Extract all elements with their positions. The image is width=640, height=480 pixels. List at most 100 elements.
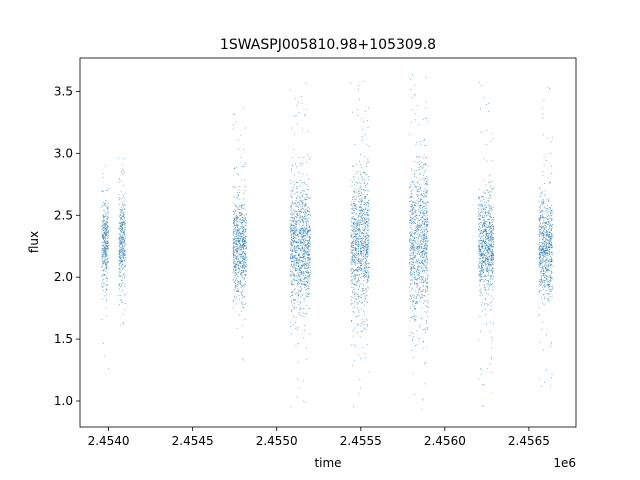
data-point: [241, 275, 243, 277]
data-point: [235, 238, 236, 240]
data-point: [242, 260, 244, 262]
data-point: [356, 224, 358, 225]
data-point: [414, 211, 416, 213]
data-point: [292, 277, 294, 279]
data-point: [413, 305, 415, 307]
data-point: [244, 190, 246, 191]
data-point: [233, 254, 234, 256]
data-point: [411, 244, 413, 246]
data-point: [122, 208, 124, 210]
data-point: [298, 247, 300, 249]
data-point: [415, 315, 417, 317]
data-point: [301, 260, 302, 262]
data-point: [306, 244, 308, 245]
data-point: [484, 225, 486, 227]
data-point: [122, 229, 123, 231]
data-point: [420, 262, 421, 264]
data-point: [362, 237, 364, 239]
data-point: [414, 307, 415, 309]
data-point: [426, 286, 428, 288]
data-point: [237, 260, 239, 262]
data-point: [353, 239, 355, 240]
data-point: [480, 268, 482, 269]
data-point: [298, 292, 300, 294]
data-point: [107, 227, 109, 229]
data-point: [410, 234, 411, 235]
data-point: [422, 221, 424, 222]
data-point: [354, 246, 356, 248]
data-point: [234, 218, 235, 220]
data-point: [304, 266, 306, 268]
data-point: [305, 288, 307, 290]
data-point: [367, 325, 368, 327]
data-point: [422, 291, 423, 293]
data-point: [300, 212, 302, 213]
data-point: [242, 272, 244, 273]
data-point: [487, 248, 489, 250]
data-point: [420, 233, 422, 235]
data-point: [299, 215, 301, 217]
data-point: [411, 240, 413, 241]
data-point: [298, 234, 299, 236]
data-point: [411, 193, 413, 194]
data-point: [298, 274, 300, 276]
data-point: [299, 209, 301, 211]
data-point: [423, 237, 425, 239]
data-point: [356, 303, 358, 305]
data-point: [480, 269, 482, 271]
data-point: [420, 199, 422, 201]
data-point: [483, 243, 485, 245]
data-point: [240, 157, 242, 158]
data-point: [106, 227, 107, 229]
data-point: [351, 208, 353, 210]
data-point: [419, 265, 421, 267]
data-point: [426, 288, 428, 289]
data-point: [418, 271, 419, 273]
data-point: [416, 296, 417, 298]
data-point: [307, 265, 309, 266]
data-point: [122, 261, 123, 263]
data-point: [411, 268, 412, 269]
data-point: [367, 277, 369, 279]
data-point: [303, 239, 305, 240]
data-point: [365, 249, 367, 251]
data-point: [298, 231, 300, 233]
data-point: [355, 239, 356, 241]
data-point: [419, 288, 421, 290]
data-point: [302, 294, 304, 296]
data-point: [352, 256, 354, 258]
data-point: [122, 256, 124, 257]
data-point: [359, 240, 361, 242]
data-point: [482, 231, 484, 233]
data-point: [240, 237, 242, 239]
data-point: [411, 181, 413, 182]
data-point: [105, 230, 107, 232]
data-point: [420, 194, 422, 196]
data-point: [411, 287, 413, 289]
data-point: [359, 223, 360, 225]
data-point: [486, 221, 487, 222]
data-point: [238, 233, 239, 235]
data-point: [299, 286, 301, 288]
data-point: [367, 280, 369, 281]
data-point: [368, 178, 370, 180]
data-point: [296, 211, 298, 213]
data-point: [242, 224, 244, 226]
data-point: [353, 344, 355, 346]
data-point: [305, 271, 307, 273]
data-point: [297, 278, 299, 280]
data-point: [421, 206, 423, 208]
data-point: [239, 271, 241, 272]
data-point: [411, 253, 413, 255]
data-point: [424, 267, 426, 269]
data-point: [480, 238, 482, 240]
data-point: [309, 243, 310, 245]
data-point: [236, 230, 238, 231]
data-point: [365, 111, 366, 113]
data-point: [237, 290, 239, 292]
data-point: [354, 276, 356, 278]
data-point: [242, 307, 244, 309]
data-point: [232, 124, 234, 126]
data-point: [291, 221, 293, 223]
data-point: [356, 188, 358, 190]
